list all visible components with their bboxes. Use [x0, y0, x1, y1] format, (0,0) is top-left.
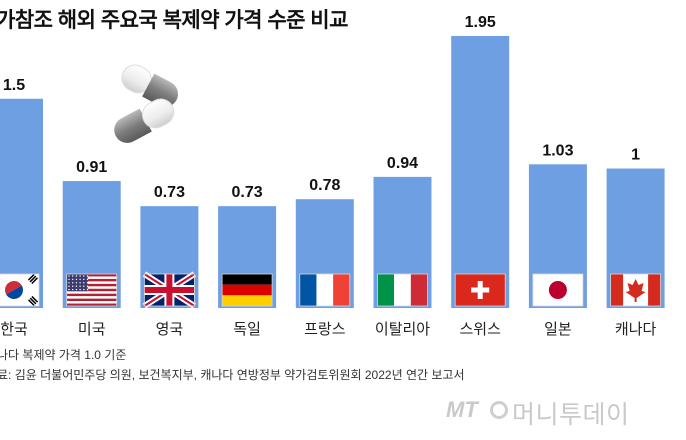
watermark-mt: MT — [446, 397, 478, 422]
value-label-한국: 1.5 — [3, 77, 25, 94]
category-label-프랑스: 프랑스 — [304, 321, 346, 338]
japan-flag-icon — [532, 273, 584, 307]
value-label-일본: 1.03 — [542, 142, 573, 159]
uk-flag-icon — [142, 271, 197, 309]
value-label-캐나다: 1 — [631, 147, 640, 164]
watermark-name: 머니투데이 — [512, 401, 630, 429]
chart-source: 료: 김윤 더불어민주당 의원, 보건복지부, 캐나다 연방정부 약가검토위원회… — [0, 368, 465, 382]
chart-title: 가참조 해외 주요국 복제약 가격 수준 비교 — [0, 9, 348, 32]
value-label-스위스: 1.95 — [465, 14, 496, 31]
bar-스위스 — [451, 35, 510, 308]
category-label-이탈리아: 이탈리아 — [375, 321, 430, 338]
category-label-독일: 독일 — [233, 321, 261, 338]
chart-footnote: 나다 복제약 가격 1.0 기준 — [0, 348, 127, 362]
capsule-icon — [114, 64, 179, 143]
category-label-스위스: 스위스 — [459, 321, 501, 338]
value-label-영국: 0.73 — [154, 184, 185, 201]
category-label-영국: 영국 — [156, 321, 184, 338]
publisher-watermark: MT 머니투데이 — [446, 393, 686, 433]
germany-flag-icon — [221, 273, 273, 307]
value-label-미국: 0.91 — [76, 159, 107, 176]
watermark-ring-icon — [490, 401, 508, 419]
france-flag-icon — [299, 273, 351, 307]
value-label-프랑스: 0.78 — [309, 177, 340, 194]
category-label-미국: 미국 — [78, 321, 106, 338]
category-label-한국: 한국 — [0, 321, 28, 338]
italy-flag-icon — [377, 273, 428, 307]
value-label-독일: 0.73 — [232, 184, 263, 201]
category-label-캐나다: 캐나다 — [615, 321, 657, 338]
bar-한국 — [0, 98, 43, 308]
canada-flag-icon — [610, 273, 661, 307]
switzerland-flag-icon — [454, 273, 506, 307]
korea-flag-icon — [0, 273, 40, 307]
value-label-이탈리아: 0.94 — [387, 155, 418, 172]
category-label-일본: 일본 — [544, 321, 572, 338]
usa-flag-icon — [66, 273, 118, 307]
